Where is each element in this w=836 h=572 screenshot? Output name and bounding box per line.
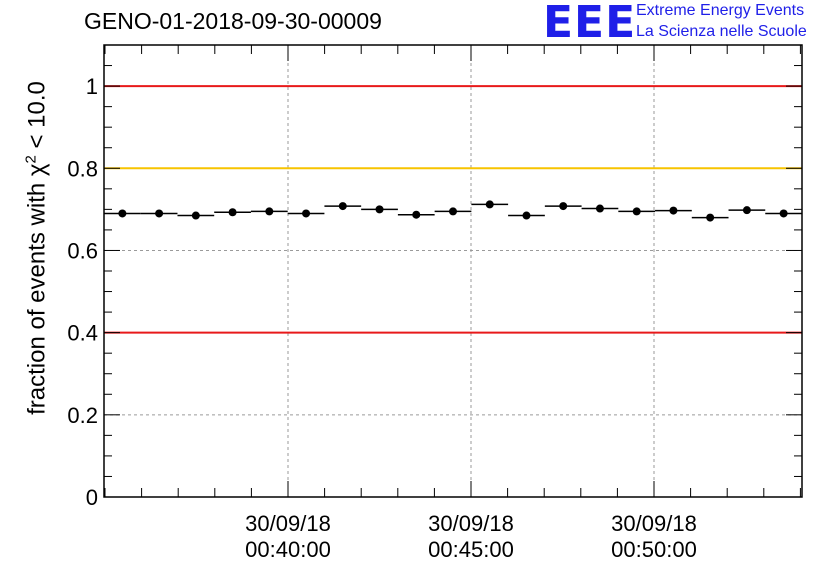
x-tick-label-time: 00:50:00 [611,537,697,562]
logo-line-1: Extreme Energy Events [636,2,805,19]
data-point [522,211,531,220]
data-point [779,209,788,218]
y-tick-label: 0.4 [67,321,98,346]
y-tick-label: 0.2 [67,403,98,428]
data-point [669,206,678,215]
chart-title: GENO-01-2018-09-30-00009 [84,8,382,34]
data-point [485,200,494,209]
x-tick-label-date: 30/09/18 [428,511,514,536]
data-point [632,207,641,216]
x-tick-label-date: 30/09/18 [611,511,697,536]
data-point [155,209,164,218]
y-tick-label: 0.6 [67,238,98,263]
data-point [595,204,604,213]
y-tick-label: 0 [86,485,98,510]
data-point [265,207,274,216]
y-tick-label: 0.8 [67,156,98,181]
x-tick-label-time: 00:40:00 [245,537,331,562]
eee-logo: EEE [543,0,637,48]
data-point [742,206,751,215]
data-point [449,207,457,216]
plot-frame [103,44,803,498]
data-point [706,213,715,222]
y-axis-label: fraction of events with χ2 < 10.0 [22,81,51,415]
data-point [338,202,347,211]
data-point [191,211,200,220]
logo-line-2: La Scienza nelle Scuole [636,23,807,40]
x-tick-label-date: 30/09/18 [245,511,331,536]
data-point [118,209,127,218]
data-point [559,202,568,211]
data-point [302,209,311,218]
data-point [228,208,237,217]
x-tick-label-time: 00:45:00 [428,537,514,562]
data-point [412,210,421,219]
y-tick-label: 1 [86,74,98,99]
data-point [375,205,384,214]
